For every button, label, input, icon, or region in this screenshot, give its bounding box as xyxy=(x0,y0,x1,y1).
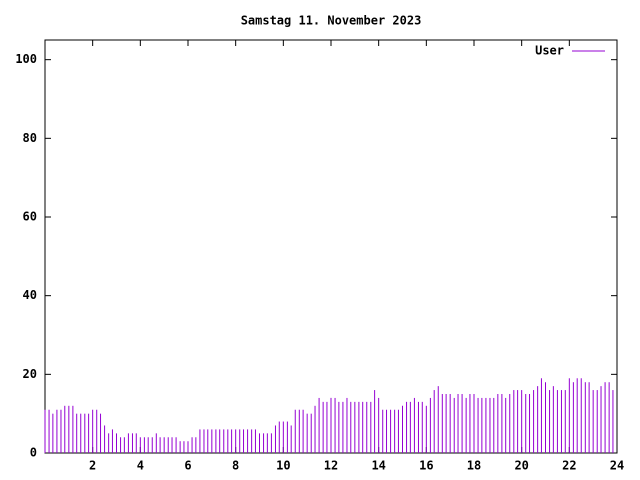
chart-title: Samstag 11. November 2023 xyxy=(241,14,422,28)
x-tick-label: 4 xyxy=(137,459,144,473)
x-tick-label: 18 xyxy=(467,459,481,473)
legend-label: User xyxy=(535,44,564,58)
x-tick-label: 2 xyxy=(89,459,96,473)
y-tick-label: 40 xyxy=(23,288,37,302)
x-tick-label: 24 xyxy=(610,459,624,473)
y-tick-label: 100 xyxy=(15,52,37,66)
y-tick-label: 20 xyxy=(23,367,37,381)
x-tick-label: 8 xyxy=(232,459,239,473)
plot-frame xyxy=(44,39,618,454)
x-tick-label: 16 xyxy=(419,459,433,473)
x-tick-label: 22 xyxy=(562,459,576,473)
x-tick-label: 14 xyxy=(371,459,385,473)
y-tick-label: 60 xyxy=(23,210,37,224)
x-tick-label: 10 xyxy=(276,459,290,473)
y-tick-label: 80 xyxy=(23,131,37,145)
y-tick-label: 0 xyxy=(30,446,37,460)
x-tick-label: 20 xyxy=(514,459,528,473)
x-tick-label: 12 xyxy=(324,459,338,473)
x-tick-label: 6 xyxy=(184,459,191,473)
